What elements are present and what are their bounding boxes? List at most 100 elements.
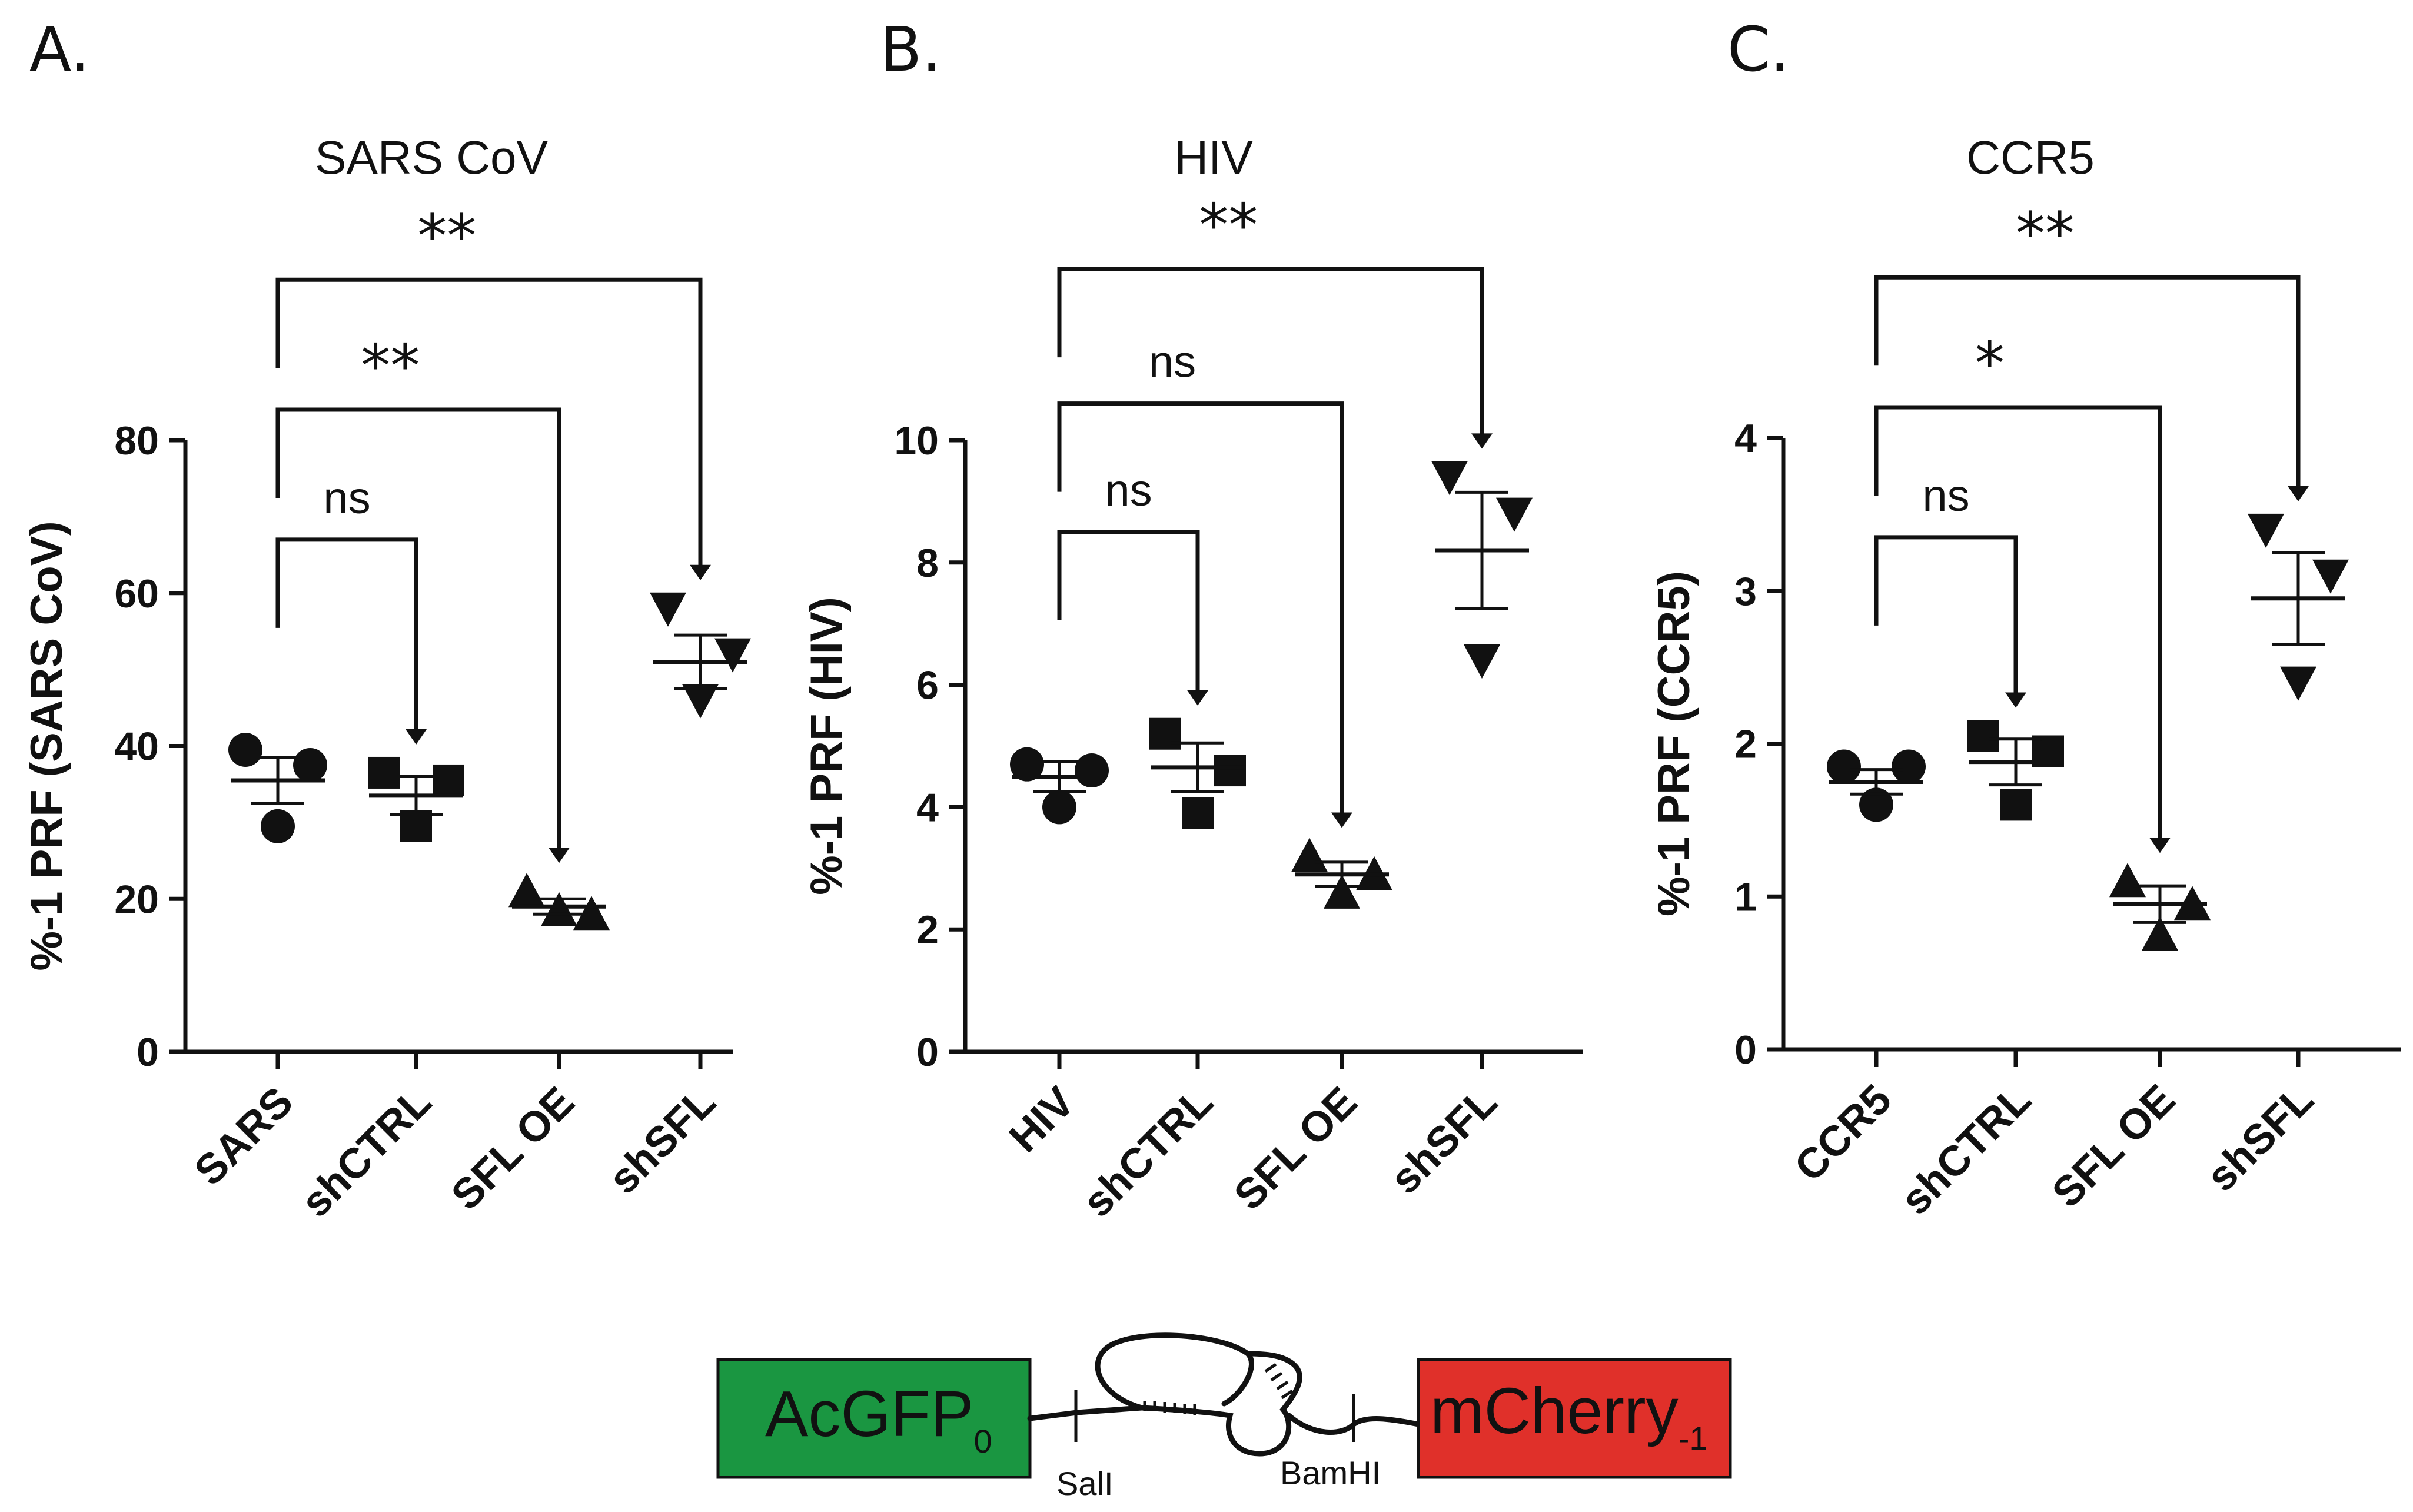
data-point-circle — [1010, 747, 1044, 782]
bracket-arrow — [1471, 433, 1493, 449]
panel-letter: B. — [880, 14, 941, 85]
significance-bracket — [275, 537, 418, 737]
x-tick-label: SFL OE — [443, 1078, 584, 1219]
significance-label: ns — [1922, 471, 1969, 521]
y-tick-label: 60 — [114, 571, 159, 616]
x-tick-label: shCTRL — [1892, 1076, 2040, 1224]
stem-base-pairs — [1143, 1363, 1294, 1415]
y-tick-label: 2 — [1734, 722, 1757, 767]
data-point-circle — [293, 747, 327, 782]
significance-bracket — [1057, 530, 1200, 699]
acgfp-box — [716, 1358, 1032, 1479]
bracket-arrow — [2005, 692, 2026, 708]
x-tick-label: shSFL — [2198, 1076, 2322, 1201]
x-tick-label: SFL OE — [1225, 1078, 1367, 1219]
data-point-triangle-down — [2280, 666, 2316, 701]
panel-title: HIV — [1174, 131, 1253, 184]
mcherry-subscript: -1 — [1679, 1420, 1708, 1457]
data-point-triangle-down — [1496, 497, 1533, 532]
panel-a: A. SARS CoV 0 20 40 60 80 %-1 PRF (SARS CoV) SAR… — [22, 14, 751, 1226]
data-point-triangle-up — [2109, 863, 2146, 898]
mcherry-label: mCherry — [1430, 1375, 1679, 1447]
data-point-circle — [1892, 749, 1926, 784]
data-point-triangle-down — [2248, 513, 2284, 548]
y-tick-label: 0 — [1734, 1028, 1757, 1072]
y-tick-label: 8 — [916, 541, 939, 586]
significance-label: * — [1975, 329, 2005, 398]
bamhi-label: BamHI — [1280, 1454, 1381, 1491]
x-tick-label: HIV — [1001, 1078, 1083, 1161]
y-tick-label: 6 — [916, 663, 939, 708]
data-point-triangle-down — [650, 592, 686, 627]
data-point-triangle-up — [508, 873, 545, 908]
data-point-square — [2000, 789, 2032, 821]
svg-text:mCherry-1: mCherry-1 — [1430, 1375, 1707, 1457]
y-axis-label: %-1 PRF (HIV) — [802, 597, 852, 895]
bracket-arrow — [1331, 812, 1352, 828]
data-point-square — [1214, 755, 1246, 787]
significance-bracket — [1874, 535, 2018, 701]
data-point-triangle-down — [682, 684, 719, 719]
y-axis-label: %-1 PRF (CCR5) — [1649, 571, 1699, 916]
data-point-circle — [228, 732, 262, 767]
data-point-triangle-down — [714, 638, 751, 673]
data-point-circle — [1827, 749, 1861, 784]
construct-diagram: AcGFP0 SalI BamHI mCherry-1 — [716, 1332, 1732, 1502]
significance-label: ** — [2016, 199, 2075, 268]
y-tick-label: 4 — [1734, 416, 1757, 461]
x-tick-label: shCTRL — [293, 1078, 441, 1227]
data-point-square — [1182, 797, 1214, 829]
significance-bracket — [1057, 401, 1344, 821]
bracket-arrow — [2288, 486, 2309, 501]
bracket-arrow — [1187, 690, 1208, 706]
data-point-square — [433, 764, 464, 796]
y-tick-label: 10 — [894, 418, 939, 463]
significance-label: ns — [1149, 337, 1196, 387]
data-point-triangle-up — [1291, 838, 1328, 872]
x-tick-label: CCR5 — [1786, 1076, 1900, 1191]
panel-letter: A. — [29, 14, 89, 85]
data-point-triangle-up — [1324, 874, 1360, 909]
y-axis-label: %-1 PRF (SARS CoV) — [22, 521, 72, 971]
data-point-circle — [1042, 790, 1076, 825]
significance-bracket — [1874, 275, 2301, 494]
significance-bracket — [275, 407, 561, 856]
data-point-triangle-down — [1431, 461, 1468, 496]
y-tick-label: 40 — [114, 725, 159, 769]
significance-label: ns — [1105, 466, 1152, 516]
sali-label: SalI — [1056, 1465, 1114, 1502]
mcherry-box — [1417, 1358, 1732, 1479]
data-point-triangle-down — [1464, 644, 1500, 679]
y-tick-label: 80 — [114, 418, 159, 463]
acgfp-subscript: 0 — [974, 1423, 992, 1460]
significance-bracket — [275, 277, 703, 573]
significance-label: ** — [361, 331, 420, 400]
bracket-arrow — [406, 729, 427, 745]
data-point-square — [1967, 720, 1999, 752]
panel-title: CCR5 — [1966, 131, 2095, 184]
data-point-circle — [261, 809, 295, 843]
panel-letter: C. — [1727, 14, 1790, 85]
x-tick-label: SFL OE — [2043, 1076, 2185, 1217]
y-tick-label: 2 — [916, 908, 939, 952]
rna-linker — [1027, 1332, 1421, 1457]
data-point-square — [368, 756, 400, 789]
data-point-circle — [1859, 787, 1893, 822]
data-point-square — [1149, 717, 1181, 750]
bracket-arrow — [549, 848, 570, 863]
x-tick-label: shCTRL — [1074, 1078, 1222, 1227]
data-point-triangle-down — [2312, 559, 2349, 594]
data-point-circle — [1075, 753, 1109, 788]
significance-bracket — [1057, 267, 1484, 442]
y-tick-label: 0 — [137, 1030, 159, 1075]
x-tick-label: shSFL — [600, 1078, 724, 1203]
significance-label: ns — [323, 473, 370, 523]
significance-label: ** — [417, 201, 476, 270]
x-tick-label: shSFL — [1381, 1078, 1506, 1203]
significance-bracket — [1874, 405, 2162, 846]
acgfp-label: AcGFP — [765, 1378, 974, 1450]
data-point-triangle-up — [2142, 916, 2178, 951]
